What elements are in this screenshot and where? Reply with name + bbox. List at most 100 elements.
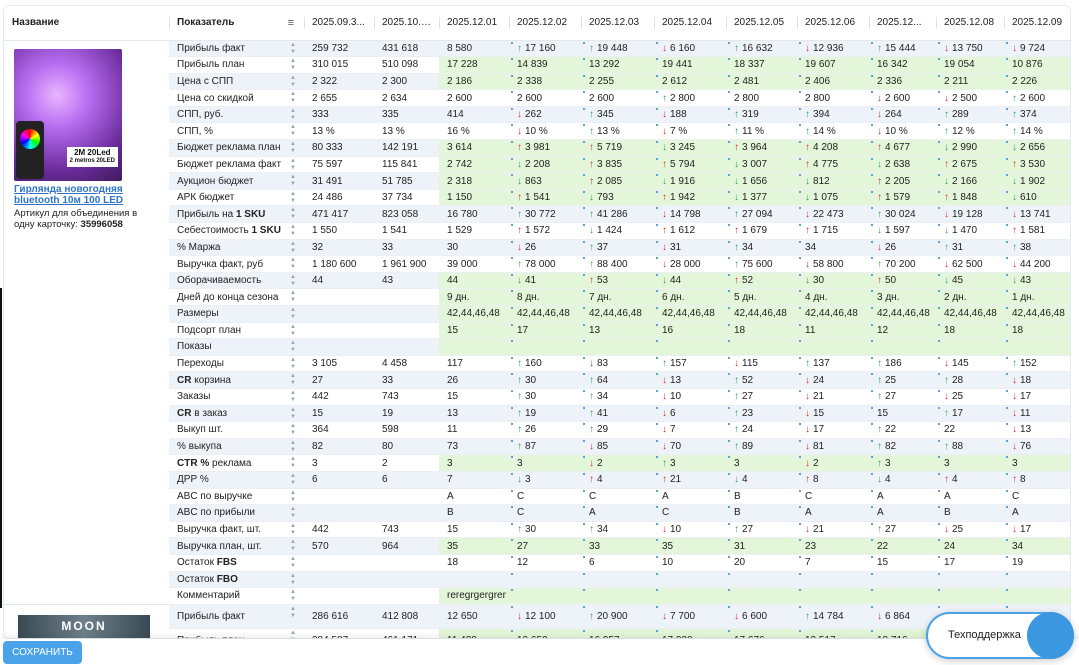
day-value-cell[interactable]: 18 716	[869, 628, 936, 638]
sort-arrows-icon[interactable]: ▲▼	[290, 141, 296, 155]
day-value-cell[interactable]	[797, 571, 869, 589]
day-value-cell[interactable]: 42,44,46,48	[869, 305, 936, 323]
day-value-cell[interactable]: 24	[936, 537, 1004, 555]
day-value-cell[interactable]: A	[1004, 504, 1070, 522]
day-value-cell[interactable]: 22	[936, 421, 1004, 439]
day-value-cell[interactable]: 17	[936, 554, 1004, 572]
day-value-cell[interactable]: 17 228	[439, 56, 509, 74]
day-value-cell[interactable]: ↑ 64	[581, 371, 654, 389]
day-value-cell[interactable]: ↓ 1 902	[1004, 172, 1070, 190]
day-value-cell[interactable]: ↓ 12 936	[797, 40, 869, 58]
day-value-cell[interactable]	[654, 338, 726, 356]
value-cell[interactable]: 1 180 600	[304, 255, 374, 273]
day-value-cell[interactable]: 13 292	[581, 56, 654, 74]
day-value-cell[interactable]: ↓ 115	[726, 355, 797, 373]
day-value-cell[interactable]: ↓ 1 597	[869, 222, 936, 240]
day-value-cell[interactable]: ↑ 3 835	[581, 156, 654, 174]
day-value-cell[interactable]: 19 607	[797, 56, 869, 74]
sort-arrows-icon[interactable]: ▲▼	[290, 273, 296, 287]
value-cell[interactable]	[374, 322, 439, 340]
day-value-cell[interactable]: ↑ 137	[797, 355, 869, 373]
value-cell[interactable]: 37 734	[374, 189, 439, 207]
day-value-cell[interactable]: ↑ 37	[581, 239, 654, 257]
value-cell[interactable]	[304, 504, 374, 522]
sort-arrows-icon[interactable]: ▲▼	[290, 224, 296, 238]
day-value-cell[interactable]: ↓ 2	[797, 454, 869, 472]
day-value-cell[interactable]: ↑ 27	[869, 388, 936, 406]
day-value-cell[interactable]: 42,44,46,48	[654, 305, 726, 323]
day-value-cell[interactable]: ↓ 10 %	[509, 122, 581, 141]
day-value-cell[interactable]: ↑ 82	[869, 438, 936, 456]
column-header-date[interactable]: 2025.12.04	[654, 6, 726, 41]
day-value-cell[interactable]: ↓ 10 %	[869, 122, 936, 141]
day-value-cell[interactable]: 2 612	[654, 73, 726, 91]
day-value-cell[interactable]: ↑ 4	[936, 471, 1004, 489]
day-value-cell[interactable]: ↓ 70	[654, 438, 726, 456]
day-value-cell[interactable]: ↑ 30	[509, 388, 581, 406]
day-value-cell[interactable]: 18 337	[726, 56, 797, 74]
day-value-cell[interactable]: ↑ 2 800	[654, 89, 726, 107]
product-link[interactable]: Гирлянда новогодняя bluetooth 10м 100 LE…	[14, 183, 124, 206]
sort-arrows-icon[interactable]: ▲▼	[290, 373, 296, 387]
day-value-cell[interactable]: ↑ 31	[936, 239, 1004, 257]
value-cell[interactable]: 3	[304, 454, 374, 472]
value-cell[interactable]: 2 655	[304, 89, 374, 107]
day-value-cell[interactable]: 2 336	[869, 73, 936, 91]
value-cell[interactable]: 259 732	[304, 40, 374, 58]
value-cell[interactable]: 33	[374, 239, 439, 257]
day-value-cell[interactable]: 2 406	[797, 73, 869, 91]
sort-arrows-icon[interactable]: ▲▼	[290, 389, 296, 403]
day-value-cell[interactable]: 18	[1004, 322, 1070, 340]
column-header-date[interactable]: 2025.12.05	[726, 6, 797, 41]
day-value-cell[interactable]: 13 517	[797, 628, 869, 638]
day-value-cell[interactable]: 17 676	[726, 628, 797, 638]
sort-arrows-icon[interactable]: ▲▼	[290, 539, 296, 553]
day-value-cell[interactable]: ↓ 26	[509, 239, 581, 257]
day-value-cell[interactable]: ↓ 6 864	[869, 604, 936, 630]
value-cell[interactable]: 598	[374, 421, 439, 439]
day-value-cell[interactable]	[1004, 338, 1070, 356]
day-value-cell[interactable]: ↑ 8	[797, 471, 869, 489]
value-cell[interactable]	[304, 554, 374, 572]
day-value-cell[interactable]: 11	[797, 322, 869, 340]
value-cell[interactable]	[374, 504, 439, 522]
day-value-cell[interactable]: ↑ 2 675	[936, 156, 1004, 174]
day-value-cell[interactable]: ↓ 1 470	[936, 222, 1004, 240]
day-value-cell[interactable]	[869, 338, 936, 356]
day-value-cell[interactable]: 6	[581, 554, 654, 572]
day-value-cell[interactable]: ↓ 1 424	[581, 222, 654, 240]
day-value-cell[interactable]: ↑ 20 900	[581, 604, 654, 630]
day-value-cell[interactable]: ↑ 8	[1004, 471, 1070, 489]
sort-arrows-icon[interactable]: ▲▼	[290, 555, 296, 569]
day-value-cell[interactable]: ↑ 1 715	[797, 222, 869, 240]
day-value-cell[interactable]: ↓ 13	[1004, 421, 1070, 439]
column-header-date[interactable]: 2025.12.02	[509, 6, 581, 41]
chat-bubble-icon[interactable]	[1027, 612, 1074, 659]
sort-arrows-icon[interactable]: ▲▼	[290, 506, 296, 520]
value-cell[interactable]	[304, 488, 374, 506]
sort-arrows-icon[interactable]: ▲▼	[290, 174, 296, 188]
day-value-cell[interactable]: 2 800	[797, 89, 869, 107]
value-cell[interactable]: 510 098	[374, 56, 439, 74]
sort-arrows-icon[interactable]: ▲▼	[290, 190, 296, 204]
day-value-cell[interactable]: B	[726, 488, 797, 506]
day-value-cell[interactable]: ↑ 52	[726, 371, 797, 389]
day-value-cell[interactable]: ↑ 25	[869, 371, 936, 389]
day-value-cell[interactable]: 31	[726, 537, 797, 555]
day-value-cell[interactable]: 73	[439, 438, 509, 456]
day-value-cell[interactable]: A	[869, 504, 936, 522]
value-cell[interactable]: 75 597	[304, 156, 374, 174]
day-value-cell[interactable]: 3 дн.	[869, 288, 936, 306]
day-value-cell[interactable]: 9 дн.	[439, 288, 509, 306]
day-value-cell[interactable]: 19 054	[936, 56, 1004, 74]
day-value-cell[interactable]: C	[509, 504, 581, 522]
day-value-cell[interactable]: 7	[797, 554, 869, 572]
value-cell[interactable]: 442	[304, 521, 374, 539]
day-value-cell[interactable]: 2 дн.	[936, 288, 1004, 306]
value-cell[interactable]: 743	[374, 388, 439, 406]
day-value-cell[interactable]: reregrgergrer	[439, 587, 509, 605]
day-value-cell[interactable]: ↓ 4	[869, 471, 936, 489]
day-value-cell[interactable]: ↑ 24	[726, 421, 797, 439]
day-value-cell[interactable]: ↑ 22	[869, 421, 936, 439]
day-value-cell[interactable]: ↑ 87	[509, 438, 581, 456]
